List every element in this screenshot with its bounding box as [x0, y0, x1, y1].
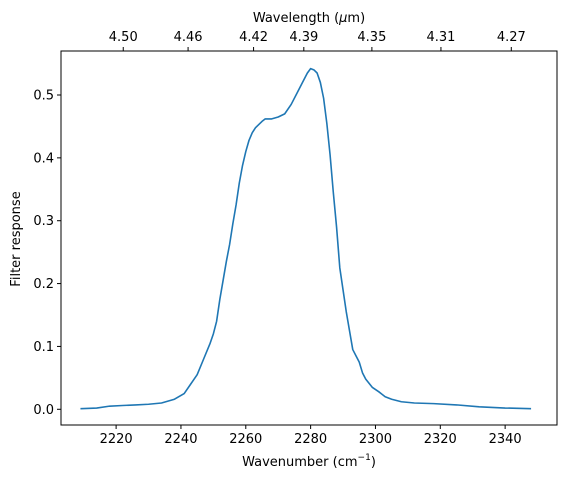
- x-axis-label-superscript: −1: [358, 453, 371, 463]
- top-tick-label: 4.42: [239, 30, 268, 45]
- y-tick-label: 0.0: [33, 403, 54, 418]
- x-tick-label: 2300: [359, 432, 392, 447]
- top-tick-label: 4.46: [174, 30, 203, 45]
- top-tick-label: 4.35: [357, 30, 386, 45]
- plot-frame: [60, 50, 558, 426]
- y-tick-label: 0.4: [33, 151, 54, 166]
- y-axis-label: Filter response: [9, 191, 24, 286]
- top-axis-label: Wavelength (μm): [253, 11, 365, 26]
- top-tick-label: 4.31: [426, 30, 455, 45]
- filter-response-line: [80, 67, 532, 410]
- mu-symbol: μ: [338, 11, 347, 26]
- x-tick-label: 2240: [164, 432, 197, 447]
- x-axis-label: Wavenumber (cm−1): [242, 453, 376, 470]
- x-tick-label: 2220: [100, 432, 133, 447]
- y-tick-label: 0.2: [33, 277, 54, 292]
- top-tick-label: 4.39: [289, 30, 318, 45]
- y-tick-label: 0.3: [33, 214, 54, 229]
- top-tick-label: 4.27: [497, 30, 526, 45]
- x-tick-label: 2260: [229, 432, 262, 447]
- x-tick-label: 2320: [424, 432, 457, 447]
- y-tick-label: 0.1: [33, 340, 54, 355]
- y-tick-label: 0.5: [33, 89, 54, 104]
- x-tick-label: 2280: [294, 432, 327, 447]
- x-tick-label: 2340: [489, 432, 522, 447]
- series-layer: [80, 67, 532, 410]
- top-tick-label: 4.50: [109, 30, 138, 45]
- ticks-layer: 2220 2240 2260 2280 2300 2320 2340 0.0 0.1 0.2 0.3…: [33, 30, 525, 447]
